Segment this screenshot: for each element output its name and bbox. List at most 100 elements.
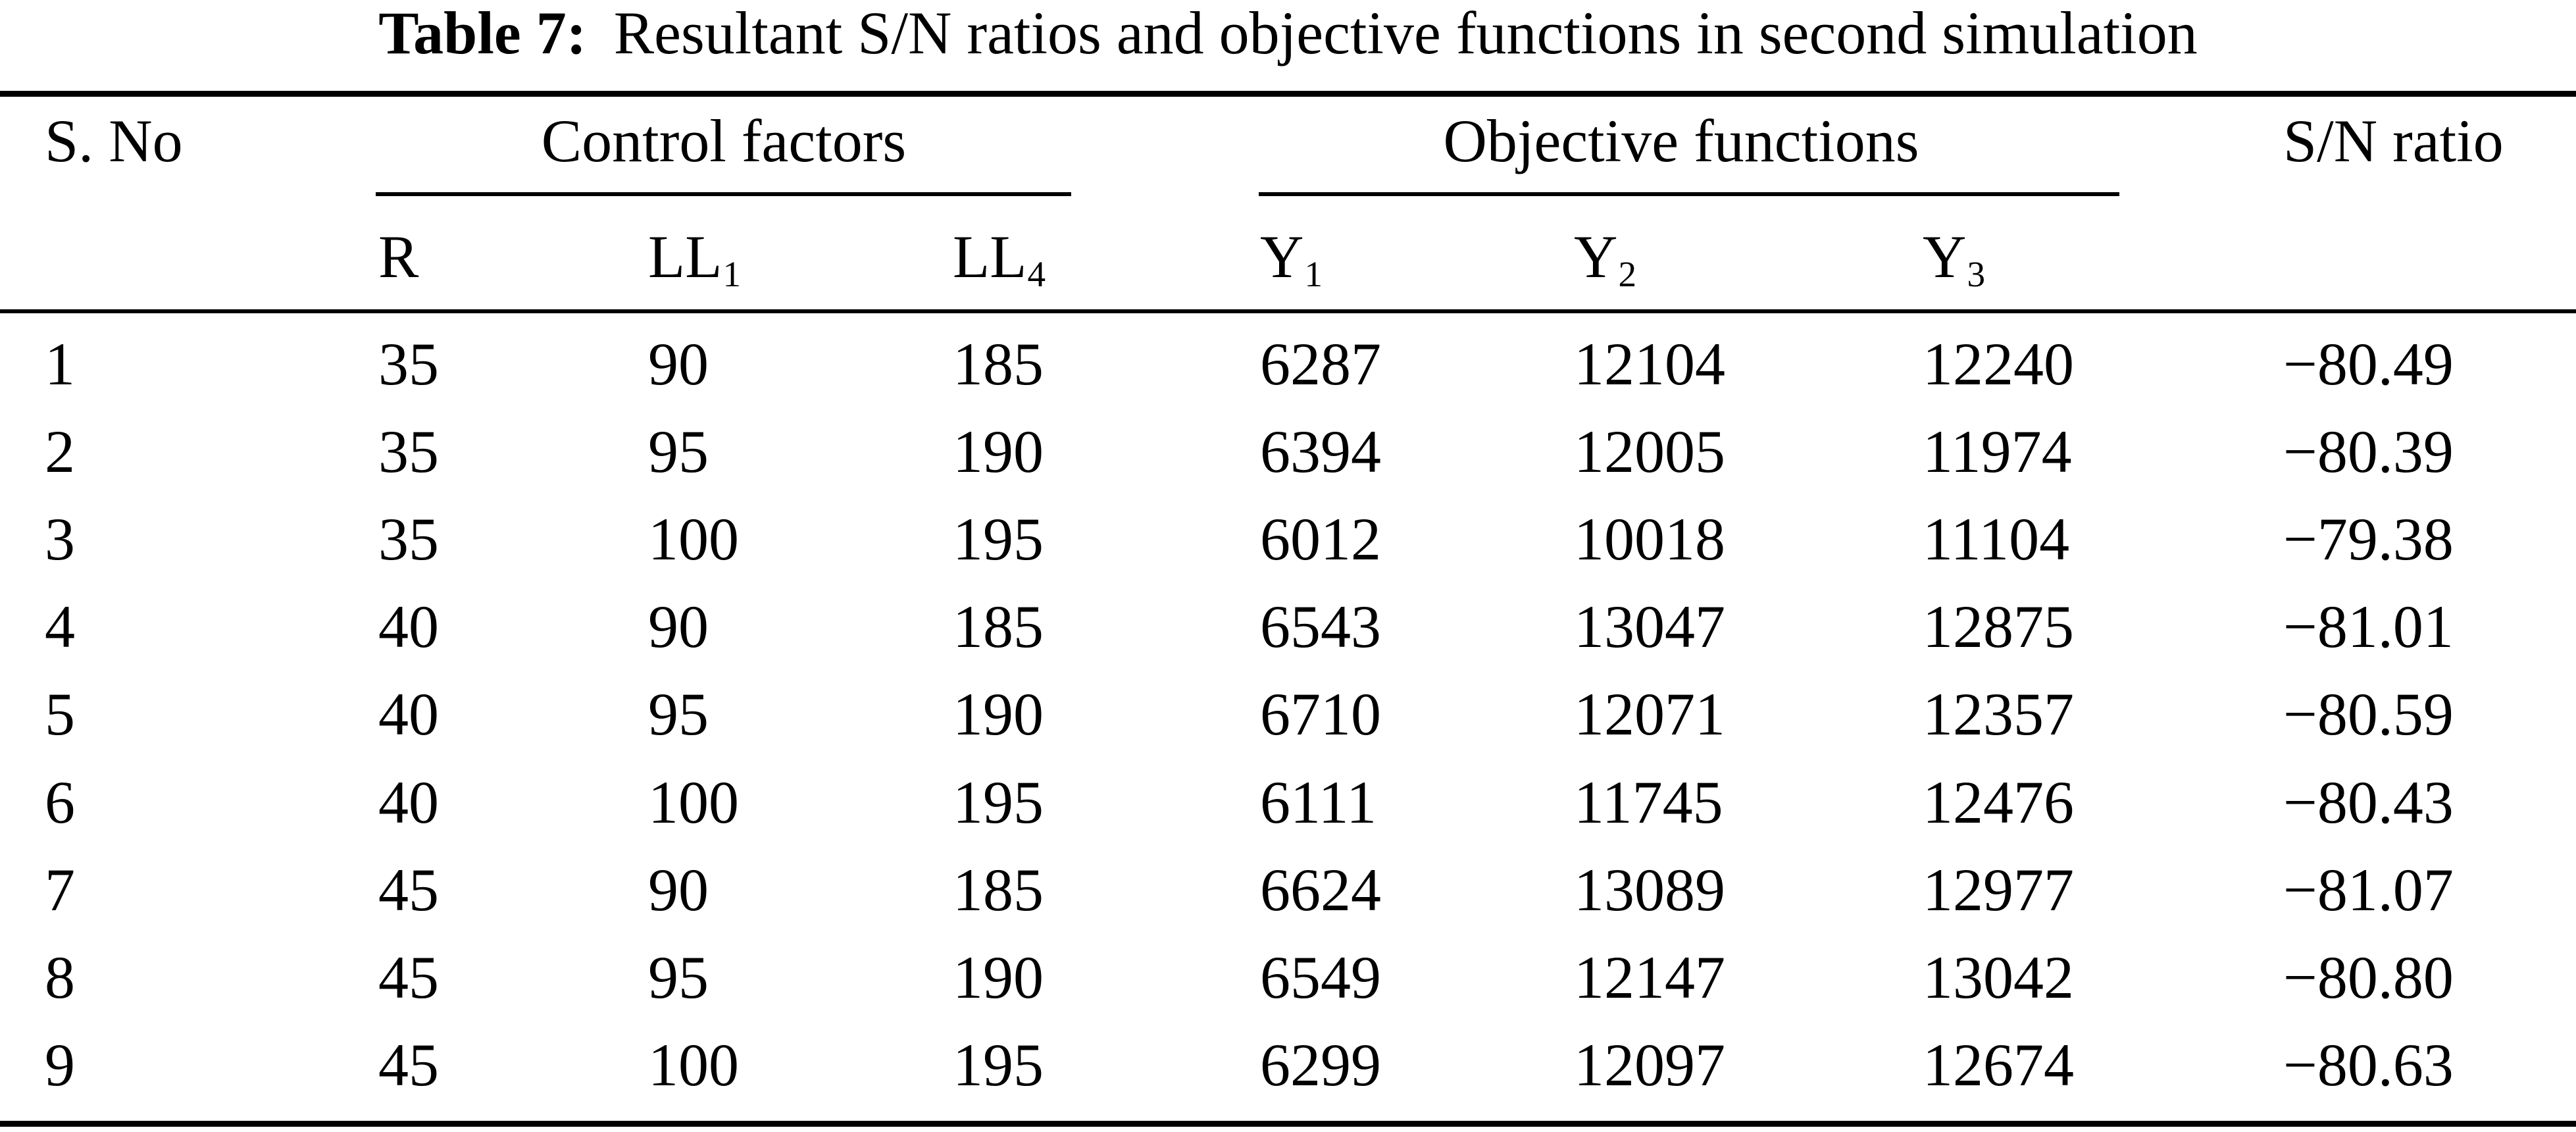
subheader-y3: Y3 xyxy=(1923,223,1986,294)
table-row: 4 40 90 185 6543 13047 12875 −81.01 xyxy=(0,582,2576,671)
cell-ll4: 195 xyxy=(953,769,1044,836)
cell-ll4: 190 xyxy=(953,418,1044,485)
cell-y3: 11104 xyxy=(1923,505,2070,573)
subheader-r: R xyxy=(378,223,419,290)
cell-ll4: 190 xyxy=(953,944,1044,1011)
cell-y3: 12875 xyxy=(1923,593,2074,660)
cell-ll1: 100 xyxy=(648,1031,739,1098)
cell-r: 40 xyxy=(378,681,439,748)
cell-ll4: 195 xyxy=(953,1031,1044,1098)
table-row: 2 35 95 190 6394 12005 11974 −80.39 xyxy=(0,407,2576,496)
header-sn-ratio: S/N ratio xyxy=(2283,107,2504,174)
cell-sn-ratio: −80.43 xyxy=(2283,769,2454,836)
table-row: 1 35 90 185 6287 12104 12240 −80.49 xyxy=(0,320,2576,408)
cell-y1: 6287 xyxy=(1260,330,1381,398)
cell-ll4: 185 xyxy=(953,856,1044,923)
subheader-y1: Y1 xyxy=(1260,223,1323,294)
cell-s-no: 1 xyxy=(45,330,75,398)
header-s-no: S. No xyxy=(45,107,183,174)
objective-functions-underline-rule xyxy=(1259,192,2119,196)
cell-y3: 11974 xyxy=(1923,418,2072,485)
cell-y2: 12147 xyxy=(1574,944,1725,1011)
cell-s-no: 5 xyxy=(45,681,75,748)
cell-sn-ratio: −81.01 xyxy=(2283,593,2454,660)
cell-y3: 12977 xyxy=(1923,856,2074,923)
cell-s-no: 3 xyxy=(45,505,75,573)
cell-ll1: 95 xyxy=(648,418,709,485)
cell-r: 35 xyxy=(378,330,439,398)
cell-ll1: 95 xyxy=(648,944,709,1011)
table-row: 6 40 100 195 6111 11745 12476 −80.43 xyxy=(0,758,2576,846)
table-header-group-row: S. No Control factors Objective function… xyxy=(0,104,2576,178)
cell-y2: 13089 xyxy=(1574,856,1725,923)
cell-sn-ratio: −80.39 xyxy=(2283,418,2454,485)
cell-y2: 12104 xyxy=(1574,330,1725,398)
cell-ll1: 90 xyxy=(648,330,709,398)
cell-sn-ratio: −80.80 xyxy=(2283,944,2454,1011)
cell-ll4: 185 xyxy=(953,330,1044,398)
table-row: 9 45 100 195 6299 12097 12674 −80.63 xyxy=(0,1021,2576,1109)
cell-y3: 12240 xyxy=(1923,330,2074,398)
cell-y1: 6543 xyxy=(1260,593,1381,660)
table-caption: Table 7: Resultant S/N ratios and objecti… xyxy=(0,0,2576,66)
cell-y3: 12476 xyxy=(1923,769,2074,836)
table-row: 5 40 95 190 6710 12071 12357 −80.59 xyxy=(0,670,2576,758)
cell-s-no: 6 xyxy=(45,769,75,836)
cell-ll4: 190 xyxy=(953,681,1044,748)
cell-r: 35 xyxy=(378,505,439,573)
table-subheader-row: R LL1 LL4 Y1 Y2 Y3 xyxy=(0,219,2576,295)
cell-r: 45 xyxy=(378,944,439,1011)
table-caption-number: Table 7: xyxy=(378,0,587,66)
cell-r: 40 xyxy=(378,769,439,836)
cell-y2: 13047 xyxy=(1574,593,1725,660)
table-row: 3 35 100 195 6012 10018 11104 −79.38 xyxy=(0,495,2576,583)
table-bottom-rule xyxy=(0,1121,2576,1127)
cell-r: 40 xyxy=(378,593,439,660)
subheader-ll4: LL4 xyxy=(953,223,1046,294)
cell-ll1: 95 xyxy=(648,681,709,748)
table-row: 7 45 90 185 6624 13089 12977 −81.07 xyxy=(0,846,2576,934)
cell-ll1: 100 xyxy=(648,505,739,573)
cell-y1: 6624 xyxy=(1260,856,1381,923)
cell-s-no: 2 xyxy=(45,418,75,485)
cell-r: 45 xyxy=(378,856,439,923)
cell-ll4: 185 xyxy=(953,593,1044,660)
cell-ll1: 90 xyxy=(648,856,709,923)
table-row: 8 45 95 190 6549 12147 13042 −80.80 xyxy=(0,933,2576,1021)
header-objective-functions: Objective functions xyxy=(1443,107,1919,174)
cell-y3: 12674 xyxy=(1923,1031,2074,1098)
cell-sn-ratio: −80.49 xyxy=(2283,330,2454,398)
cell-y2: 11745 xyxy=(1574,769,1723,836)
cell-y3: 12357 xyxy=(1923,681,2074,748)
cell-y1: 6111 xyxy=(1260,769,1377,836)
cell-sn-ratio: −80.59 xyxy=(2283,681,2454,748)
cell-s-no: 7 xyxy=(45,856,75,923)
cell-y1: 6394 xyxy=(1260,418,1381,485)
cell-y2: 12071 xyxy=(1574,681,1725,748)
subheader-y2: Y2 xyxy=(1574,223,1637,294)
table-header-separator-rule xyxy=(0,309,2576,313)
cell-sn-ratio: −80.63 xyxy=(2283,1031,2454,1098)
cell-ll1: 90 xyxy=(648,593,709,660)
subheader-ll1: LL1 xyxy=(648,223,742,294)
cell-sn-ratio: −79.38 xyxy=(2283,505,2454,573)
cell-r: 45 xyxy=(378,1031,439,1098)
control-factors-underline-rule xyxy=(376,192,1071,196)
cell-y1: 6710 xyxy=(1260,681,1381,748)
cell-ll1: 100 xyxy=(648,769,739,836)
cell-s-no: 9 xyxy=(45,1031,75,1098)
cell-y1: 6299 xyxy=(1260,1031,1381,1098)
cell-y2: 10018 xyxy=(1574,505,1725,573)
cell-y3: 13042 xyxy=(1923,944,2074,1011)
cell-sn-ratio: −81.07 xyxy=(2283,856,2454,923)
cell-y2: 12005 xyxy=(1574,418,1725,485)
cell-r: 35 xyxy=(378,418,439,485)
cell-s-no: 4 xyxy=(45,593,75,660)
table-top-rule xyxy=(0,91,2576,97)
cell-y1: 6012 xyxy=(1260,505,1381,573)
cell-y2: 12097 xyxy=(1574,1031,1725,1098)
cell-y1: 6549 xyxy=(1260,944,1381,1011)
table-caption-title: Resultant S/N ratios and objective funct… xyxy=(613,0,2198,66)
header-control-factors: Control factors xyxy=(541,107,907,174)
